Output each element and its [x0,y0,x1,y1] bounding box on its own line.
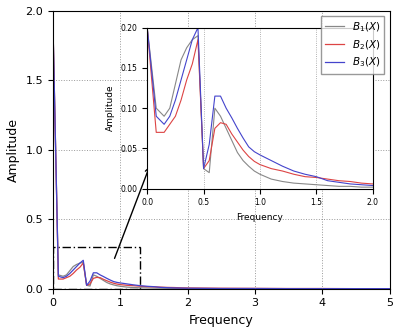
Legend: $B_1(X)$, $B_2(X)$, $B_3(X)$: $B_1(X)$, $B_2(X)$, $B_3(X)$ [321,16,384,73]
X-axis label: Frequency: Frequency [189,314,254,327]
Y-axis label: Amplitude: Amplitude [7,118,20,182]
Bar [53,247,140,289]
